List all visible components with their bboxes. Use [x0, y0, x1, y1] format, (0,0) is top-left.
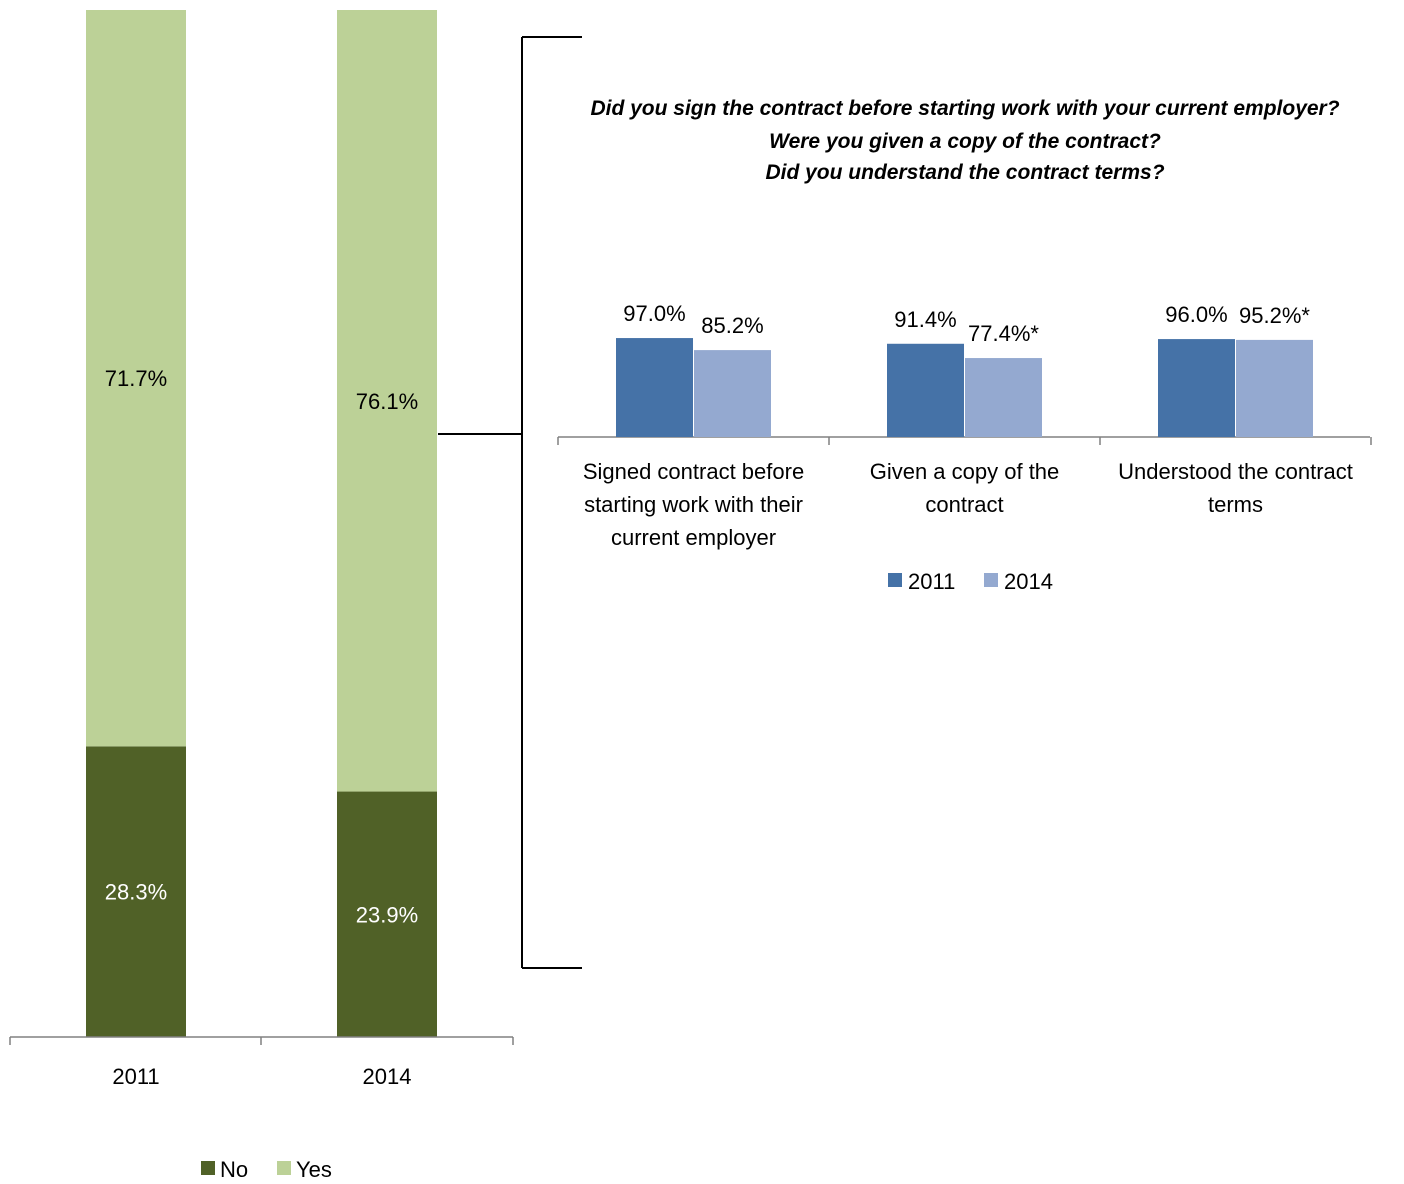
x-tick-label-2011: 2011	[112, 1064, 159, 1089]
data-label-no-2011: 28.3%	[105, 880, 167, 905]
bar-2011-group-1	[616, 338, 693, 437]
legend-swatch-yes	[277, 1161, 291, 1175]
legend-label-no: No	[220, 1157, 248, 1182]
bar-yes-2011	[86, 10, 186, 747]
legend-swatch-no	[201, 1161, 215, 1175]
legend-label-yes: Yes	[296, 1157, 332, 1182]
category-label-group-2-line-1: Given a copy of the	[870, 459, 1060, 484]
chart-title-line-1: Did you sign the contract before startin…	[590, 97, 1339, 120]
category-label-group-3-line-1: Understood the contract	[1118, 459, 1353, 484]
bar-2014-group-3	[1236, 339, 1313, 437]
x-tick-label-2014: 2014	[363, 1064, 412, 1089]
data-label-no-2014: 23.9%	[356, 902, 418, 927]
category-label-group-1-line-1: Signed contract before	[583, 459, 804, 484]
data-label-2014-group-3: 95.2%*	[1239, 303, 1310, 328]
category-label-group-1-line-2: starting work with their	[584, 492, 803, 517]
legend-swatch-2014	[984, 573, 998, 587]
bar-no-2014	[337, 791, 437, 1037]
bar-2014-group-1	[694, 350, 771, 437]
legend-swatch-2011	[888, 573, 902, 587]
bar-no-2011	[86, 746, 186, 1037]
data-label-2011-group-2: 91.4%	[894, 307, 956, 332]
bar-2014-group-2	[965, 358, 1042, 437]
category-label-group-2-line-2: contract	[925, 492, 1003, 517]
bar-2011-group-3	[1158, 339, 1235, 437]
data-label-2014-group-1: 85.2%	[701, 313, 763, 338]
legend-label-2014: 2014	[1004, 569, 1053, 594]
data-label-yes-2011: 71.7%	[105, 366, 167, 391]
category-label-group-1-line-3: current employer	[611, 525, 776, 550]
bar-2011-group-2	[887, 343, 964, 437]
chart-title-line-3: Did you understand the contract terms?	[765, 161, 1164, 184]
data-label-yes-2014: 76.1%	[356, 389, 418, 414]
legend-label-2011: 2011	[908, 569, 955, 594]
data-label-2011-group-3: 96.0%	[1165, 302, 1227, 327]
data-label-2014-group-2: 77.4%*	[968, 321, 1039, 346]
chart-title-line-2: Were you given a copy of the contract?	[769, 130, 1161, 153]
bar-yes-2014	[337, 10, 437, 792]
data-label-2011-group-1: 97.0%	[623, 301, 685, 326]
category-label-group-3-line-2: terms	[1208, 492, 1263, 517]
